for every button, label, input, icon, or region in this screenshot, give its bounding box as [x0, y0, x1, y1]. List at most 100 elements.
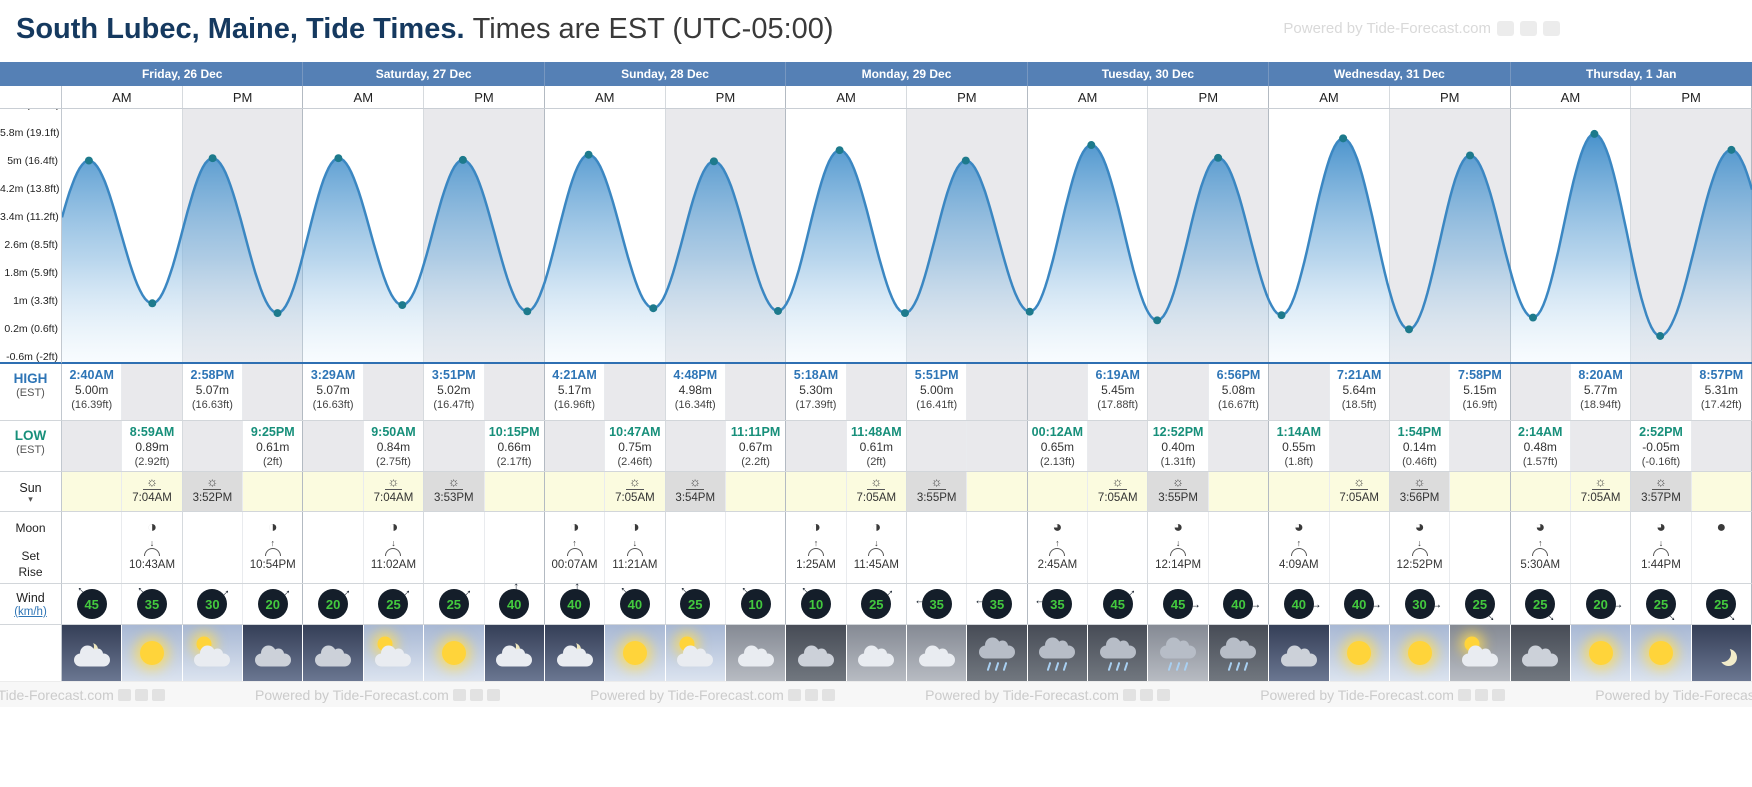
wind-badge: 40 →: [1344, 589, 1382, 619]
tide-height-m: 4.98m: [678, 383, 712, 397]
row-label-moon-set: Set: [21, 549, 40, 563]
moon-cell: [1088, 512, 1149, 583]
wind-badge: 40 →: [614, 583, 650, 619]
low-tide-cell: [967, 421, 1028, 471]
high-row-label-cell: HIGH (EST): [0, 364, 62, 421]
wind-speed: 30: [1412, 596, 1427, 612]
weather-cell: [544, 625, 606, 681]
moon-cell: [1330, 512, 1390, 583]
weather-cell: [303, 625, 364, 681]
y-axis-label: 4.2m (13.8ft): [0, 183, 60, 195]
wind-speed: 25: [386, 596, 401, 612]
row-label-sun: Sun: [19, 481, 42, 495]
sun-expand-caret-icon[interactable]: ▾: [28, 494, 33, 504]
moon-cell: [726, 512, 787, 583]
moon-row: ◑ 10:43AM ◑ 10:54PM ◑ 11:02AM ◑ 00:07AM ◑ 11:21AM…: [62, 512, 1752, 584]
high-tide-marker: [1087, 141, 1096, 149]
low-tide-time: 2:52PM: [1639, 425, 1683, 439]
weather-cell: [1570, 625, 1632, 681]
footer-social-icon: [452, 689, 466, 701]
high-tide-row: 2:40AM 5.00m (16.39ft) 2:58PM 5.07m (16.63ft)…: [62, 364, 1752, 421]
row-label-column: 6.6m (21.7ft) 5.8m (19.1ft) 5m (16.4ft) 4.2…: [0, 62, 62, 681]
moonset-icon: [1411, 548, 1428, 556]
low-tide-marker: [649, 304, 658, 313]
high-tide-marker: [835, 146, 844, 155]
tide-height-ft: (17.88ft): [1097, 399, 1139, 411]
wind-cell: 25 →: [1631, 584, 1692, 625]
row-label-high: HIGH: [13, 371, 48, 386]
ampm-label: PM: [666, 86, 787, 108]
weather-cell: [665, 625, 726, 681]
high-tide-marker: [1339, 134, 1348, 143]
tide-height-m: 0.67m: [738, 440, 773, 454]
moon-phase-icon: ◑: [630, 519, 640, 536]
sunset-time: 3:52PM: [192, 492, 233, 504]
ampm-label: PM: [424, 86, 545, 108]
sunrise-cell: ☼ 7:05AM: [605, 472, 666, 511]
low-tide-cell: 00:12AM 0.65m (2.13ft): [1027, 421, 1089, 471]
wind-cell: 45 →: [1088, 583, 1149, 624]
moon-phase-icon: ◑: [569, 519, 580, 536]
sunrise-icon: ☼: [143, 475, 161, 490]
sunrise-cell: ☼ 7:05AM: [1330, 472, 1390, 511]
wind-cell: 40 →: [605, 583, 666, 624]
wind-cell: 30 →: [1390, 584, 1451, 624]
row-label-wind: Wind: [16, 591, 45, 605]
low-tide-cell: [182, 421, 244, 471]
ampm-label: AM: [1028, 86, 1149, 108]
weather-cell: [967, 625, 1028, 681]
watermark-social-icon: [1520, 21, 1537, 36]
sunset-cell: ☼ 3:52PM: [182, 472, 244, 511]
sunset-cell: ☼ 3:57PM: [1631, 472, 1692, 511]
wind-unit-link[interactable]: (km/h): [14, 606, 47, 618]
moonset-icon: [626, 548, 643, 556]
tide-height-ft: (1.31ft): [1160, 456, 1196, 468]
moon-cell: ◑ 11:45AM: [847, 512, 907, 583]
tide-height-m: 5.45m: [1101, 383, 1135, 397]
sunset-icon: ☼: [203, 475, 222, 490]
sunrise-icon: ☼: [625, 475, 644, 490]
high-tide-time: 4:21AM: [552, 368, 597, 382]
footer-social-icon: [117, 689, 131, 701]
high-tide-cell: [243, 364, 304, 420]
wind-cell: 40 →: [1330, 584, 1390, 624]
wind-speed: 35: [989, 596, 1005, 612]
ampm-label: PM: [1390, 86, 1511, 108]
wind-speed: 10: [748, 596, 763, 612]
weather-icon-sun: [1329, 625, 1389, 681]
wind-speed: 25: [869, 596, 884, 612]
wind-badge: 10 →: [795, 583, 831, 619]
wind-cell: 25 →: [847, 583, 907, 624]
sunrise-icon: ☼: [867, 475, 886, 490]
page-title-timezone: Times are EST (UTC-05:00): [472, 13, 834, 45]
moon-cell: ◕ 12:52PM: [1390, 512, 1451, 583]
low-tide-marker: [1025, 307, 1034, 316]
high-tide-cell: 6:56PM 5.08m (16.67ft): [1208, 364, 1270, 420]
low-tide-time: 9:50AM: [371, 425, 416, 439]
tide-height-ft: (2.92ft): [134, 456, 170, 468]
sun-cell: [726, 472, 787, 511]
weather-icon-cloud: [243, 625, 303, 681]
tide-height-m: 5.08m: [1221, 383, 1256, 397]
wind-cell: 35 →: [122, 583, 183, 624]
tide-height-ft: (18.94ft): [1580, 399, 1622, 411]
wind-speed: 40: [1231, 596, 1246, 612]
wind-cell: 25 →: [364, 583, 425, 624]
weather-icon-suncloud: [363, 625, 424, 681]
weather-cell: [424, 625, 485, 681]
day-header: Sunday, 28 Dec: [545, 62, 787, 86]
high-tide-cell: [967, 364, 1028, 420]
weather-icon-cloud: [907, 625, 967, 681]
high-tide-cell: [1148, 364, 1209, 420]
sunset-time: 3:55PM: [1158, 492, 1198, 504]
moonrise-icon: [1290, 548, 1307, 556]
low-tide-time: 1:54PM: [1397, 425, 1442, 439]
sun-cell: [303, 472, 364, 511]
high-tide-cell: 4:21AM 5.17m (16.96ft): [544, 364, 606, 420]
wind-cell: 40 →: [485, 581, 545, 624]
weather-icon-sun: [1389, 625, 1450, 681]
high-tide-time: 2:40AM: [69, 368, 114, 382]
tide-height-ft: (16.47ft): [433, 399, 475, 411]
footer-watermark: Powered by Tide-Forecast.com: [1595, 687, 1752, 703]
tide-height-m: 0.84m: [376, 440, 411, 454]
